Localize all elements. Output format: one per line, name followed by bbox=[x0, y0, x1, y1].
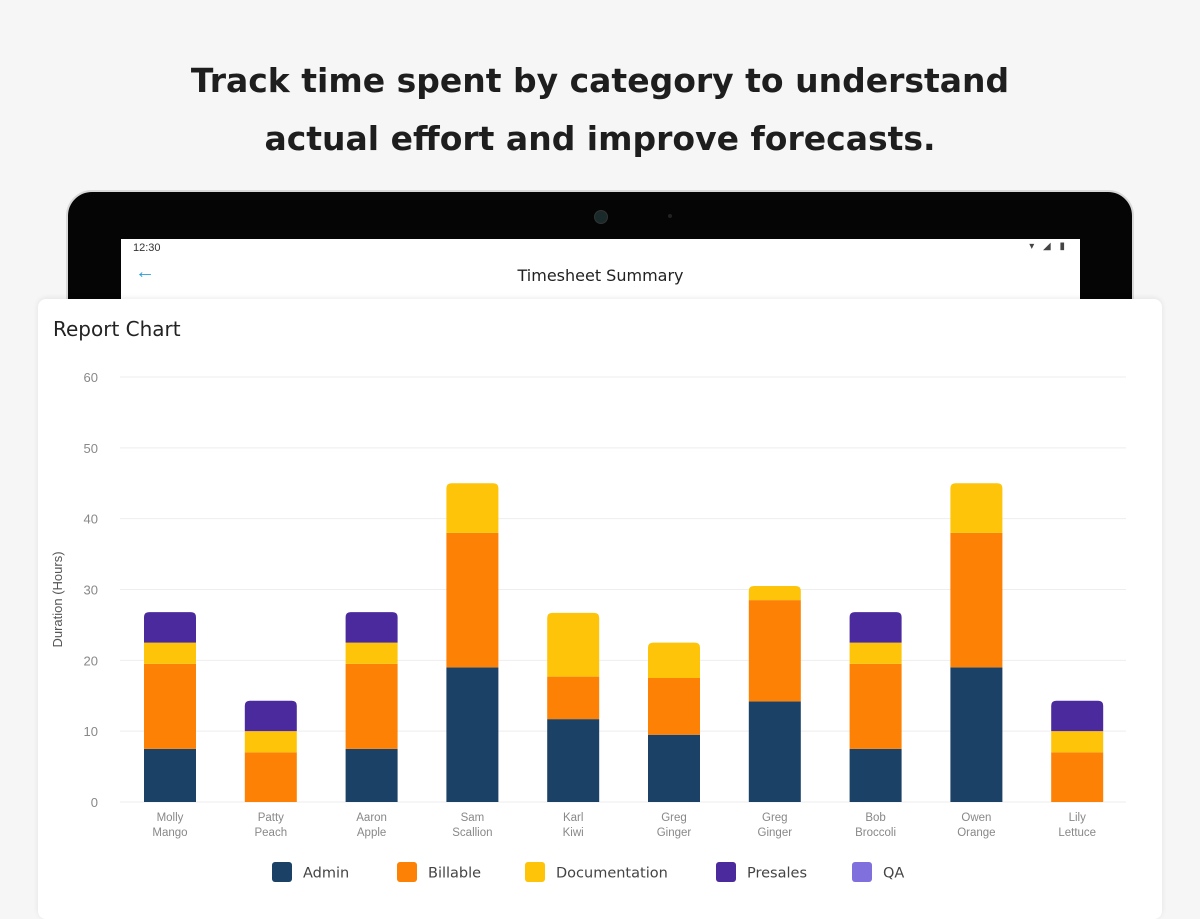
x-tick-label: Lily bbox=[1069, 812, 1087, 824]
report-chart: 0 10 20 30 40 50 60 Duration (Hours) Molly Mango P… bbox=[50, 370, 1126, 882]
x-tick-label: Sam bbox=[461, 812, 485, 824]
x-tick-label: Patty bbox=[258, 812, 284, 824]
bar-documentation bbox=[1051, 731, 1104, 753]
x-tick-label: Greg bbox=[762, 812, 788, 824]
sensor-icon bbox=[668, 214, 672, 218]
x-tick-label: Bob bbox=[865, 812, 885, 824]
bar-documentation bbox=[547, 612, 600, 677]
x-tick-label: Aaron bbox=[356, 812, 387, 824]
bar-admin bbox=[547, 719, 600, 802]
x-tick-label: Ginger bbox=[657, 827, 692, 839]
bar-billable bbox=[748, 600, 801, 702]
legend-swatch bbox=[852, 862, 872, 882]
camera-icon bbox=[594, 210, 608, 224]
x-tick-label: Apple bbox=[357, 827, 386, 839]
legend-label: Billable bbox=[428, 866, 481, 882]
legend-swatch bbox=[716, 862, 736, 882]
bar-billable bbox=[648, 678, 700, 735]
x-tick-label: Lettuce bbox=[1058, 827, 1096, 839]
bar-presales bbox=[244, 700, 297, 732]
x-tick-label: Scallion bbox=[452, 827, 492, 839]
legend-swatch bbox=[272, 862, 292, 882]
bar-admin bbox=[144, 748, 196, 802]
x-tick-label: Molly bbox=[157, 812, 184, 824]
app-title: Timesheet Summary bbox=[517, 266, 684, 285]
bar-billable bbox=[345, 663, 398, 749]
bar-presales bbox=[345, 612, 398, 643]
bar-presales bbox=[1051, 700, 1104, 732]
status-icons: ▾ ◢ ▮ bbox=[1029, 241, 1068, 252]
legend-swatch bbox=[397, 862, 417, 882]
bar-billable bbox=[547, 676, 600, 720]
legend-label: Admin bbox=[303, 866, 349, 882]
x-tick-label: Broccoli bbox=[855, 827, 896, 839]
bar-admin bbox=[950, 667, 1003, 802]
x-tick-label: Ginger bbox=[758, 827, 793, 839]
bar-billable bbox=[849, 663, 902, 749]
y-tick-label: 10 bbox=[84, 724, 98, 739]
bar-admin bbox=[446, 667, 499, 802]
bar-presales bbox=[144, 612, 196, 643]
bar-documentation bbox=[345, 642, 398, 664]
x-tick-label: Owen bbox=[961, 812, 991, 824]
bar-documentation bbox=[748, 585, 801, 601]
bar-documentation bbox=[446, 483, 499, 533]
x-tick-label: Orange bbox=[957, 827, 995, 839]
arrow-left-icon[interactable]: ← bbox=[135, 261, 155, 283]
headline: Track time spent by category to understa… bbox=[0, 52, 1200, 168]
bar-admin bbox=[849, 748, 902, 802]
bar-billable bbox=[244, 752, 297, 802]
status-time: 12:30 bbox=[133, 242, 161, 254]
app-screen: 12:30 ▾ ◢ ▮ ← Timesheet Summary bbox=[121, 239, 1080, 309]
bar-documentation bbox=[950, 483, 1003, 533]
headline-line-2: actual effort and improve forecasts. bbox=[264, 119, 936, 158]
bar-admin bbox=[748, 701, 801, 802]
legend-label: Documentation bbox=[556, 866, 668, 882]
x-tick-label: Greg bbox=[661, 812, 687, 824]
bar-billable bbox=[950, 532, 1003, 668]
bar-documentation bbox=[244, 731, 297, 753]
bar-admin bbox=[345, 748, 398, 802]
x-tick-label: Karl bbox=[563, 812, 583, 824]
y-tick-label: 20 bbox=[84, 653, 98, 668]
y-tick-label: 60 bbox=[84, 370, 98, 385]
x-tick-label: Peach bbox=[254, 827, 287, 839]
bar-documentation bbox=[144, 642, 196, 664]
bar-billable bbox=[1051, 752, 1104, 802]
y-tick-label: 50 bbox=[84, 441, 98, 456]
card-title: Report Chart bbox=[53, 317, 181, 341]
headline-line-1: Track time spent by category to understa… bbox=[190, 61, 1010, 100]
x-tick-label: Kiwi bbox=[563, 827, 584, 839]
bar-documentation bbox=[648, 642, 700, 679]
bar-documentation bbox=[849, 642, 902, 664]
y-tick-label: 0 bbox=[91, 795, 98, 810]
bar-billable bbox=[144, 663, 196, 749]
y-tick-label: 40 bbox=[84, 512, 98, 527]
legend-label: QA bbox=[883, 866, 904, 882]
legend-label: Presales bbox=[747, 866, 807, 882]
y-axis-label: Duration (Hours) bbox=[50, 551, 65, 647]
bar-presales bbox=[849, 612, 902, 643]
bar-billable bbox=[446, 532, 499, 668]
y-tick-label: 30 bbox=[84, 583, 98, 598]
report-card: Report Chart 0 10 20 30 40 50 60 Duration (Hour… bbox=[38, 299, 1162, 919]
bar-admin bbox=[648, 734, 700, 802]
x-tick-label: Mango bbox=[152, 827, 187, 839]
legend-swatch bbox=[525, 862, 545, 882]
